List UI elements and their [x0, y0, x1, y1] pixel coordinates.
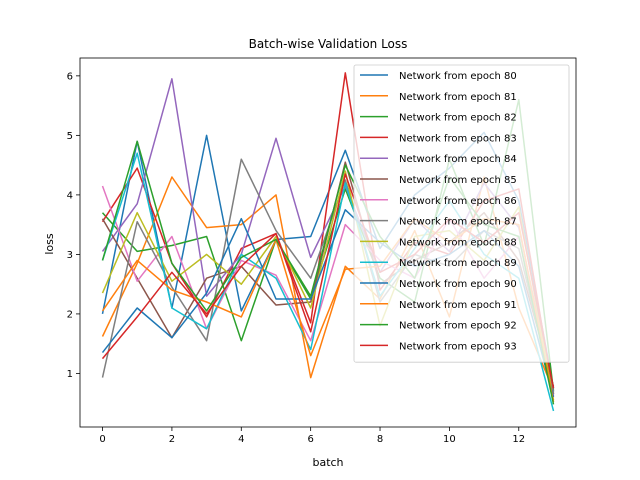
- x-axis-label: batch: [312, 456, 343, 469]
- legend-label: Network from epoch 93: [399, 341, 517, 352]
- x-tick-label: 6: [307, 434, 313, 445]
- y-tick-label: 1: [67, 369, 73, 380]
- legend-label: Network from epoch 87: [399, 217, 517, 228]
- y-tick-label: 2: [67, 309, 73, 320]
- chart-title: Batch-wise Validation Loss: [249, 37, 408, 51]
- legend-label: Network from epoch 88: [399, 237, 517, 248]
- legend-label: Network from epoch 86: [399, 196, 517, 207]
- legend-label: Network from epoch 82: [399, 113, 517, 124]
- legend-box: [353, 64, 570, 363]
- x-tick-label: 10: [443, 434, 456, 445]
- x-tick-label: 12: [512, 434, 525, 445]
- legend: Network from epoch 80 Network from epoch …: [353, 64, 570, 363]
- legend-label: Network from epoch 83: [399, 133, 517, 144]
- plot-frame: [79, 57, 577, 428]
- legend-label: Network from epoch 90: [399, 279, 517, 290]
- x-tick-label: 0: [99, 434, 105, 445]
- legend-label: Network from epoch 85: [399, 175, 517, 186]
- legend-label: Network from epoch 81: [399, 92, 517, 103]
- x-tick-label: 8: [377, 434, 383, 445]
- legend-label: Network from epoch 84: [399, 154, 517, 165]
- y-tick-label: 5: [67, 131, 73, 142]
- legend-label: Network from epoch 80: [399, 71, 517, 82]
- legend-label: Network from epoch 91: [399, 300, 517, 311]
- y-tick-label: 6: [67, 71, 73, 82]
- y-tick-label: 4: [67, 190, 73, 201]
- x-tick-label: 4: [238, 434, 244, 445]
- x-tick-label: 2: [169, 434, 175, 445]
- legend-label: Network from epoch 92: [399, 321, 517, 332]
- y-axis-label: loss: [43, 233, 56, 255]
- y-tick-label: 3: [67, 250, 73, 261]
- legend-label: Network from epoch 89: [399, 258, 517, 269]
